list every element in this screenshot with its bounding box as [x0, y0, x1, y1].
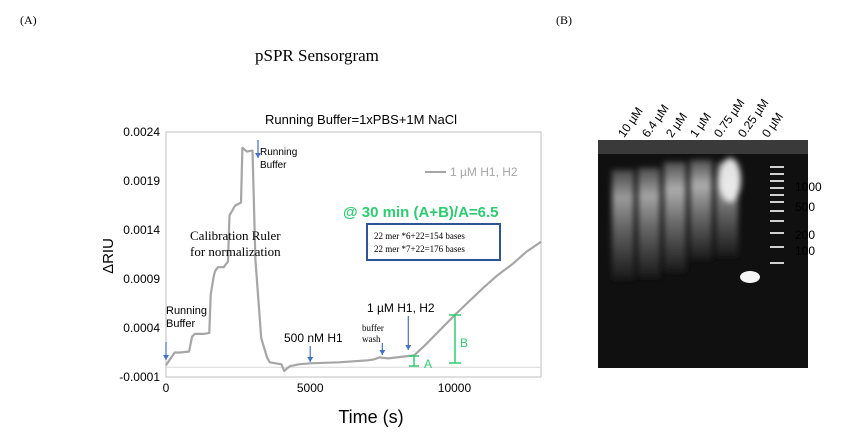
bases-box [366, 223, 501, 261]
y-tick-labels: -0.0001 0.0004 0.0009 0.0014 0.0019 0.0024 [119, 125, 160, 384]
x-tick-label: 0 [163, 381, 170, 395]
ratio-value: (A+B)/A=6.5 [413, 204, 498, 221]
ladder-lane [770, 166, 784, 264]
arrow-running-buffer-top-head [255, 153, 261, 158]
y-tick-label: 0.0014 [123, 223, 160, 237]
marker-a-label: A [424, 357, 432, 371]
marker-b-label: B [460, 336, 468, 350]
buffer-wash-line2: wash [362, 334, 381, 344]
series-line [165, 146, 542, 373]
h1-h2-1um-label: 1 µM H1, H2 [367, 301, 435, 315]
ladder-label-1000: 1000 [795, 180, 822, 194]
gel-image [598, 140, 808, 368]
ratio-annotation: @ 30 min (A+B)/A=6.5 [343, 204, 499, 221]
running-buffer-top-line2: Buffer [260, 160, 287, 171]
figure-title: pSPR Sensorgram [255, 46, 379, 65]
arrow-500nm-head [307, 357, 314, 362]
x-tick-label: 10000 [438, 381, 472, 395]
panel-a-label: (A) [20, 13, 37, 27]
ladder-label-100: 100 [795, 244, 816, 258]
arrow-buffer-wash-head [379, 350, 386, 355]
calibration-label-line1: Calibration Ruler [190, 228, 281, 243]
y-tick-label: -0.0001 [119, 370, 160, 384]
plot-border [165, 131, 542, 378]
bases-box-line1: 22 mer *6+22=154 bases [374, 231, 465, 241]
x-axis-label: Time (s) [338, 407, 403, 427]
legend-label: 1 µM H1, H2 [450, 165, 518, 179]
ladder-label-500: 500 [795, 200, 816, 214]
running-buffer-left-line2: Buffer [166, 318, 195, 330]
x-tick-label: 5000 [297, 381, 324, 395]
y-tick-label: 0.0024 [123, 125, 160, 139]
arrow-1um-head [405, 345, 412, 350]
chart-title: Running Buffer=1xPBS+1M NaCl [265, 112, 457, 127]
y-tick-label: 0.0019 [123, 174, 160, 188]
buffer-wash-line1: buffer [362, 323, 384, 333]
arrow-running-buffer-left-head [163, 355, 169, 360]
annotation-arrows [163, 140, 412, 362]
running-buffer-left-line1: Running [166, 305, 207, 317]
single-band [740, 271, 760, 283]
bases-box-line2: 22 mer *7+22=176 bases [374, 244, 465, 254]
y-tick-label: 0.0009 [123, 272, 160, 286]
series-layer [165, 146, 542, 373]
x-tick-labels: 0 5000 10000 [163, 381, 472, 395]
ladder-label-200: 200 [795, 228, 816, 242]
plot-frame [165, 131, 542, 378]
y-axis-label: ΔRIU [100, 238, 117, 274]
calibration-label-line2: for normalization [190, 244, 281, 259]
running-buffer-top-line1: Running [260, 147, 297, 158]
y-tick-label: 0.0004 [123, 321, 160, 335]
panel-b-label: (B) [556, 13, 572, 27]
ratio-prefix: @ 30 min [343, 204, 413, 221]
h1-500nm-label: 500 nM H1 [284, 331, 343, 345]
